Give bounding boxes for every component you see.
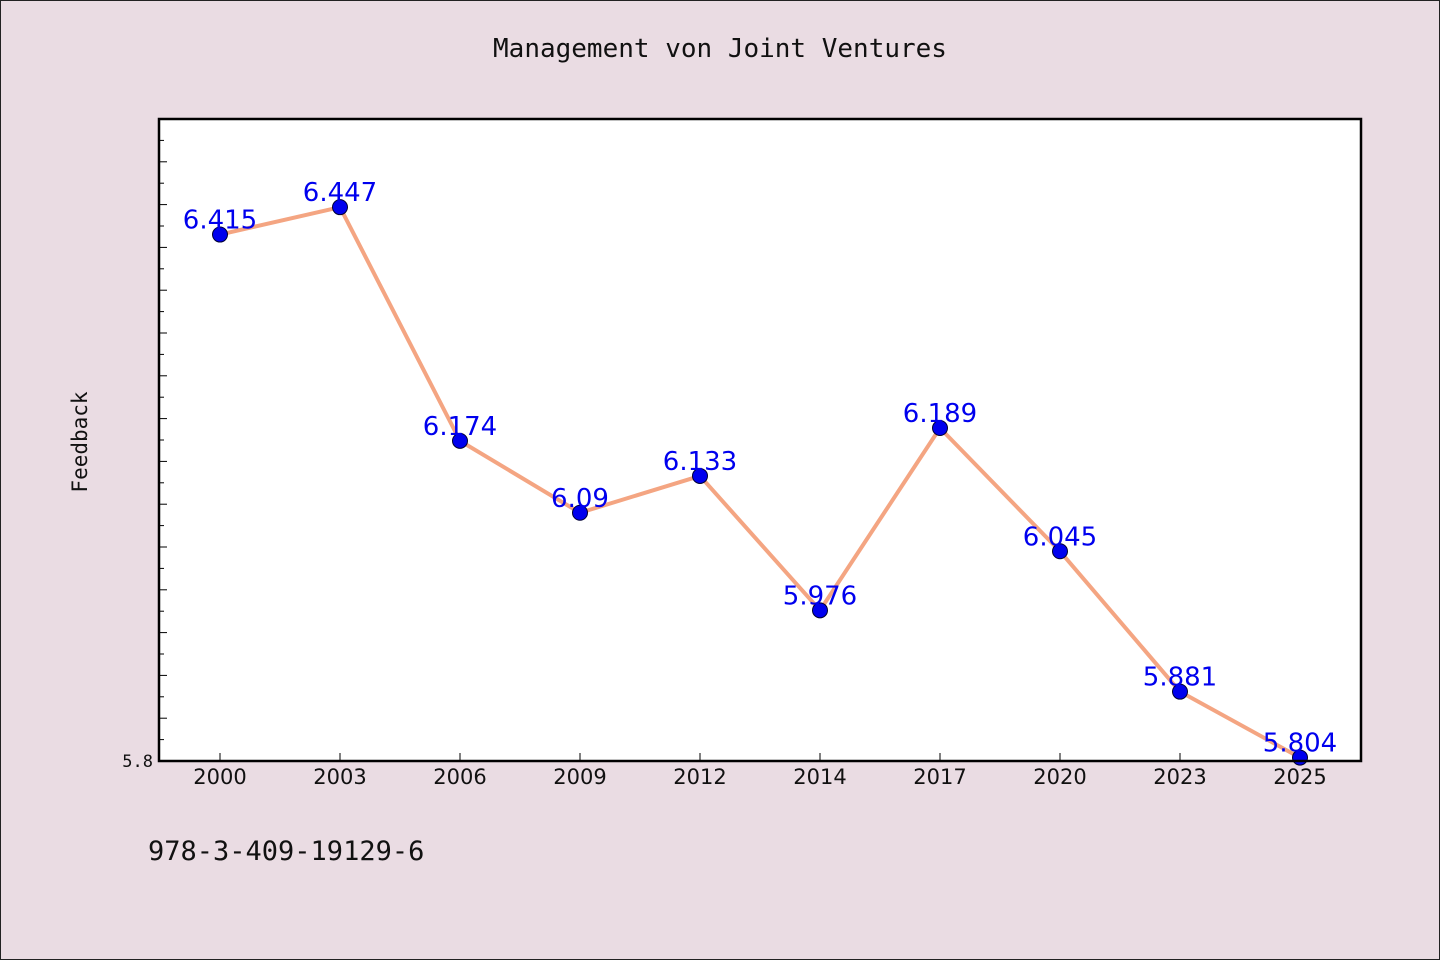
- data-point: [1172, 683, 1188, 700]
- chart-title: Management von Joint Ventures: [493, 34, 947, 64]
- series-line: [218, 205, 1302, 760]
- data-label: 6.189: [903, 399, 977, 429]
- data-label: 5.804: [1263, 729, 1337, 759]
- data-point: [572, 504, 588, 521]
- data-label: 6.415: [183, 206, 257, 236]
- data-label: 6.045: [1023, 522, 1097, 552]
- data-point: [932, 420, 948, 437]
- x-tick-label: 2023: [1153, 765, 1206, 789]
- x-tick-label: 2000: [193, 765, 246, 789]
- data-label: 5.881: [1143, 663, 1217, 693]
- x-tick-label: 2025: [1273, 765, 1326, 789]
- data-point: [452, 432, 468, 449]
- data-point: [212, 226, 228, 243]
- x-tick-label: 2006: [433, 765, 486, 789]
- data-point: [332, 199, 348, 216]
- x-tick-label: 2017: [913, 765, 966, 789]
- data-label: 6.174: [423, 412, 497, 442]
- series-group: 6.415 6.447 6.174 6.09 6.133 5.976 6.189 6.045 5…: [183, 178, 1337, 766]
- x-tick-label: 2003: [313, 765, 366, 789]
- footer-isbn: 978-3-409-19129-6: [148, 836, 425, 867]
- data-label: 5.976: [783, 581, 857, 611]
- data-label: 6.133: [663, 447, 737, 477]
- data-label: 6.447: [303, 178, 377, 208]
- data-point: [812, 602, 828, 619]
- data-point: [1052, 543, 1068, 560]
- y-tick-label: 5.8: [122, 752, 153, 772]
- x-axis-ticks: 2000 2003 2006 2009 2012 2014 2017 2020 2023 2025: [193, 753, 1327, 789]
- data-label: 6.09: [551, 484, 609, 514]
- x-tick-label: 2014: [793, 765, 846, 789]
- plot-border: [157, 117, 1363, 763]
- x-tick-label: 2020: [1033, 765, 1086, 789]
- plot-area: [159, 119, 1361, 761]
- x-tick-label: 2009: [553, 765, 606, 789]
- data-point: [692, 467, 708, 484]
- x-tick-label: 2012: [673, 765, 726, 789]
